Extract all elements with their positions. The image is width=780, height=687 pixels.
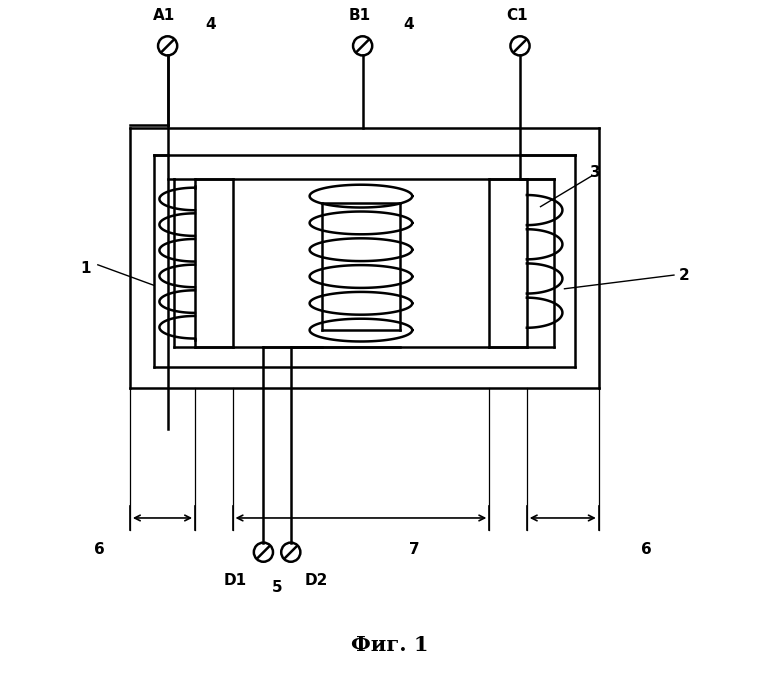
Text: D1: D1 xyxy=(223,573,246,587)
Text: 6: 6 xyxy=(641,542,652,557)
Text: 4: 4 xyxy=(404,17,414,32)
Text: 1: 1 xyxy=(80,261,90,275)
Text: 5: 5 xyxy=(271,580,282,594)
Text: D2: D2 xyxy=(304,573,328,587)
Text: B1: B1 xyxy=(348,8,370,23)
Text: 4: 4 xyxy=(205,17,216,32)
Text: Фиг. 1: Фиг. 1 xyxy=(351,635,429,655)
Text: C1: C1 xyxy=(505,8,527,23)
Text: 3: 3 xyxy=(590,165,601,180)
Text: 2: 2 xyxy=(679,267,690,282)
Text: 7: 7 xyxy=(409,542,420,557)
Text: A1: A1 xyxy=(153,8,176,23)
Text: 6: 6 xyxy=(94,542,105,557)
